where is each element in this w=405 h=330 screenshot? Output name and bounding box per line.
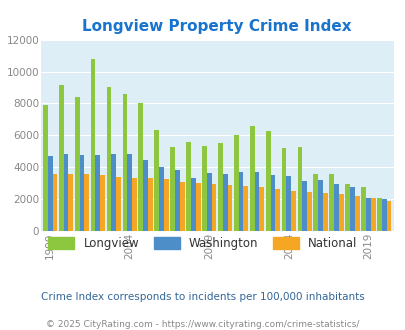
Bar [344, 184, 349, 231]
Bar [227, 185, 232, 231]
Bar [365, 197, 370, 231]
Bar [254, 172, 259, 231]
Bar [333, 184, 338, 231]
Bar [170, 147, 175, 231]
Bar [290, 191, 295, 231]
Bar [306, 192, 311, 231]
Bar [243, 185, 247, 231]
Legend: Longview, Washington, National: Longview, Washington, National [44, 232, 361, 255]
Bar [207, 173, 211, 231]
Bar [132, 178, 136, 231]
Bar [233, 135, 238, 231]
Bar [318, 180, 322, 231]
Bar [354, 196, 359, 231]
Bar [313, 174, 318, 231]
Bar [328, 174, 333, 231]
Bar [52, 174, 57, 231]
Bar [281, 148, 286, 231]
Bar [48, 156, 52, 231]
Bar [286, 176, 290, 231]
Bar [211, 184, 216, 231]
Bar [381, 199, 386, 231]
Bar [79, 155, 84, 231]
Bar [64, 154, 68, 231]
Bar [154, 130, 159, 231]
Text: Crime Index corresponds to incidents per 100,000 inhabitants: Crime Index corresponds to incidents per… [41, 292, 364, 302]
Bar [386, 202, 390, 231]
Bar [360, 187, 365, 231]
Title: Longview Property Crime Index: Longview Property Crime Index [82, 19, 351, 34]
Bar [138, 103, 143, 231]
Bar [179, 182, 184, 231]
Bar [238, 172, 243, 231]
Bar [159, 167, 164, 231]
Bar [217, 143, 222, 231]
Bar [122, 94, 127, 231]
Bar [322, 193, 327, 231]
Bar [84, 174, 89, 231]
Bar [275, 189, 279, 231]
Bar [297, 147, 302, 231]
Bar [202, 146, 207, 231]
Bar [90, 59, 95, 231]
Bar [265, 130, 270, 231]
Bar [370, 198, 375, 231]
Bar [222, 174, 227, 231]
Bar [195, 183, 200, 231]
Text: © 2025 CityRating.com - https://www.cityrating.com/crime-statistics/: © 2025 CityRating.com - https://www.city… [46, 320, 359, 329]
Bar [143, 160, 148, 231]
Bar [95, 155, 100, 231]
Bar [270, 175, 275, 231]
Bar [75, 97, 79, 231]
Bar [376, 197, 381, 231]
Bar [190, 178, 195, 231]
Bar [111, 154, 116, 231]
Bar [59, 85, 64, 231]
Bar [116, 177, 121, 231]
Bar [107, 87, 111, 231]
Bar [186, 143, 190, 231]
Bar [259, 187, 264, 231]
Bar [127, 154, 132, 231]
Bar [100, 175, 105, 231]
Bar [349, 187, 354, 231]
Bar [338, 193, 343, 231]
Bar [249, 126, 254, 231]
Bar [148, 178, 152, 231]
Bar [302, 181, 306, 231]
Bar [175, 170, 179, 231]
Bar [43, 105, 48, 231]
Bar [164, 179, 168, 231]
Bar [68, 174, 73, 231]
